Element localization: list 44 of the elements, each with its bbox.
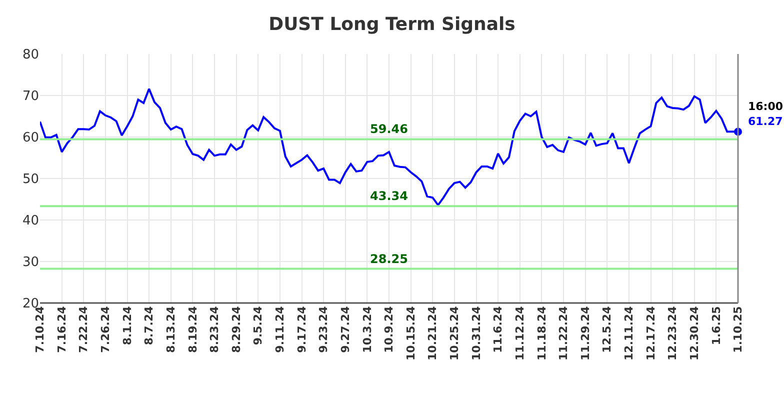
x-tick-label: 11.22.24: [557, 306, 570, 360]
ref-line-label: 43.34: [370, 189, 408, 203]
y-tick-label: 30: [22, 255, 39, 270]
x-tick-label: 10.3.24: [360, 306, 374, 353]
x-tick-label: 7.22.24: [77, 306, 90, 353]
x-tick-label: 10.9.24: [382, 306, 396, 353]
x-tick-label: 11.18.24: [535, 306, 548, 360]
x-tick-label: 11.6.24: [492, 306, 505, 353]
x-tick-label: 1.10.25: [732, 306, 745, 353]
x-tick-label: 7.16.24: [55, 306, 68, 353]
x-tick-label: 9.11.24: [274, 306, 287, 353]
x-tick-label: 9.27.24: [338, 306, 352, 353]
x-tick-label: 8.19.24: [186, 306, 200, 353]
data-label: 61.27: [748, 115, 783, 128]
x-tick-label: 12.23.24: [666, 306, 680, 360]
x-tick-label: 12.17.24: [644, 306, 658, 360]
y-tick-label: 50: [22, 172, 39, 188]
x-tick-label: 12.5.24: [600, 306, 614, 353]
x-tick-label: 12.30.24: [688, 306, 701, 360]
x-tick-label: 10.25.24: [448, 306, 462, 360]
x-tick-label: 8.29.24: [230, 306, 243, 353]
y-tick-label: 40: [22, 214, 39, 229]
x-tick-label: 1.6.25: [710, 306, 723, 346]
x-tick-label: 8.1.24: [120, 306, 134, 346]
y-tick-label: 70: [22, 89, 39, 104]
x-tick-label: 11.29.24: [578, 306, 592, 360]
x-tick-label: 12.11.24: [622, 306, 636, 360]
x-tick-label: 9.5.24: [252, 306, 265, 346]
y-tick-label: 80: [22, 48, 39, 63]
x-tick-label: 9.23.24: [317, 306, 330, 353]
x-tick-label: 8.7.24: [142, 306, 156, 346]
x-tick-label: 10.31.24: [470, 306, 483, 360]
x-tick-label: 9.17.24: [295, 306, 308, 353]
x-tick-label: 8.13.24: [164, 306, 178, 353]
y-tick-label: 60: [22, 130, 39, 146]
ref-line-label: 59.46: [370, 122, 408, 136]
annotation: 16:00: [748, 100, 784, 113]
ref-line-label: 28.25: [370, 252, 408, 266]
x-tick-label: 10.21.24: [426, 306, 440, 360]
x-tick-label: 10.15.24: [404, 306, 418, 360]
x-tick-label: 11.12.24: [513, 306, 526, 360]
chart-title: DUST Long Term Signals: [268, 14, 516, 36]
x-tick-label: 8.23.24: [208, 306, 222, 353]
x-tick-label: 7.26.24: [99, 306, 112, 353]
